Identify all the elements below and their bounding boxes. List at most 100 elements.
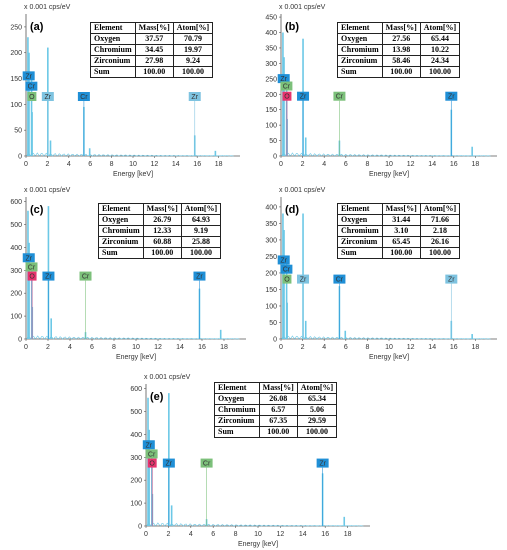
table-header-cell: Atom[%] [172, 22, 214, 34]
x-tick-label: 0 [279, 161, 283, 168]
x-axis-label: Energy [keV] [113, 171, 153, 178]
x-tick-label: 8 [112, 344, 116, 351]
y-tick-label: 0 [138, 524, 142, 531]
x-tick-label: 6 [211, 531, 215, 538]
y-unit-label: x 0.001 cps/eV [24, 4, 71, 11]
table-header-cell: Element [90, 22, 136, 34]
peak-marker-box [25, 81, 38, 91]
eds-spectrum-a: x 0.001 cps/eV (a) 0 50 100 150 200 250 0 2 4 6 8 10 1… [10, 4, 240, 178]
table-cell: 71.66 [419, 214, 461, 226]
eds-panel-b: x 0.001 cps/eV (b) 0 50 100 150 200 250 300 350 40… [255, 0, 507, 180]
peak-marker-box [277, 74, 290, 84]
table-cell: Oxygen [337, 33, 383, 45]
spectrum-baseline [146, 522, 364, 527]
peak-marker-box [445, 274, 458, 284]
table-row: Chromium 12.33 9.19 [98, 225, 222, 237]
table-cell: 19.97 [172, 44, 214, 56]
peak-marker-box [280, 264, 293, 274]
table-cell: Chromium [214, 404, 260, 416]
table-cell: 26.16 [419, 236, 461, 248]
peak-marker-box [333, 91, 346, 101]
y-tick-label: 150 [265, 287, 277, 294]
x-tick-label: 16 [450, 161, 458, 168]
table-cell: Oxygen [98, 214, 144, 226]
peak-marker-label: Zr [280, 76, 287, 83]
x-tick-label: 6 [90, 344, 94, 351]
x-tick-label: 10 [132, 344, 140, 351]
peak-marker-box [277, 255, 290, 265]
peak-marker-label: O [284, 277, 290, 284]
y-unit-label: x 0.001 cps/eV [279, 187, 326, 194]
table-cell: 2.18 [419, 225, 461, 237]
y-tick-label: 200 [10, 291, 22, 298]
y-tick-label: 200 [10, 50, 22, 57]
table-cell: Sum [98, 247, 144, 259]
table-cell: 25.88 [180, 236, 222, 248]
table-cell: 100.00 [296, 426, 338, 438]
table-cell: 9.24 [172, 55, 214, 67]
table-row: Chromium 3.10 2.18 [337, 225, 461, 237]
eds-panel-a: x 0.001 cps/eV (a) 0 50 100 150 200 250 0 2 4 6 8 10 1… [0, 0, 250, 180]
panel-label: (c) [30, 204, 44, 216]
peak-marker-box [22, 253, 35, 263]
x-axis-label: Energy [keV] [116, 354, 156, 361]
y-tick-label: 100 [10, 102, 22, 109]
table-cell: 65.45 [381, 236, 421, 248]
table-cell: Zirconium [214, 415, 260, 427]
peak-marker-label: Cr [283, 267, 291, 274]
x-tick-label: 12 [407, 161, 415, 168]
table-cell: 37.57 [134, 33, 174, 45]
table-cell: 3.10 [381, 225, 421, 237]
table-cell: Oxygen [214, 393, 260, 405]
table-cell: Oxygen [90, 33, 136, 45]
y-tick-label: 350 [265, 221, 277, 228]
table-cell: 34.45 [134, 44, 174, 56]
table-header-cell: Mass[%] [381, 203, 421, 215]
peak-marker-label: Cr [283, 84, 291, 91]
table-header-cell: Mass[%] [142, 203, 182, 215]
y-tick-label: 300 [265, 61, 277, 68]
eds-panel-c: x 0.001 cps/eV (c) 0 100 200 300 400 500 600 0 2 4 6… [0, 183, 255, 363]
peak-marker-label: Cr [336, 94, 344, 101]
y-tick-label: 150 [265, 107, 277, 114]
table-cell: 13.98 [381, 44, 421, 56]
table-cell: Sum [90, 66, 136, 78]
peak-marker-label: Cr [28, 84, 36, 91]
table-cell: Oxygen [337, 214, 383, 226]
peak-marker-box [316, 458, 329, 468]
x-tick-label: 18 [344, 531, 352, 538]
x-tick-label: 0 [144, 531, 148, 538]
peak-marker-box [79, 271, 92, 281]
peak-marker-label: O [284, 94, 290, 101]
table-cell: Sum [337, 66, 383, 78]
y-tick-label: 250 [10, 24, 22, 31]
eds-panel-e: x 0.001 cps/eV (e) 0 100 200 300 400 500 600 0 2 4 6… [118, 370, 380, 550]
spectrum-baseline [281, 335, 491, 340]
panel-label: (d) [285, 204, 299, 216]
table-header-cell: Element [98, 203, 144, 215]
x-tick-label: 16 [450, 344, 458, 351]
x-tick-label: 4 [68, 344, 72, 351]
peak-marker-label: Zr [280, 257, 287, 264]
peak-marker-label: Zr [319, 461, 326, 468]
y-tick-label: 200 [130, 478, 142, 485]
x-tick-label: 4 [322, 344, 326, 351]
peak-marker-label: Cr [148, 451, 156, 458]
peak-marker-label: Zr [191, 94, 198, 101]
peak-marker-box [193, 271, 206, 281]
x-tick-label: 0 [24, 344, 28, 351]
y-tick-label: 0 [18, 154, 22, 161]
table-cell: 6.57 [258, 404, 298, 416]
x-tick-label: 8 [365, 161, 369, 168]
y-tick-label: 200 [265, 92, 277, 99]
table-cell: 26.79 [142, 214, 182, 226]
y-tick-label: 500 [130, 409, 142, 416]
table-cell: 100.00 [180, 247, 222, 259]
x-tick-label: 16 [198, 344, 206, 351]
y-tick-label: 600 [10, 199, 22, 206]
table-cell: 100.00 [134, 66, 174, 78]
y-unit-label: x 0.001 cps/eV [144, 374, 191, 381]
x-tick-label: 18 [220, 344, 228, 351]
y-tick-label: 450 [265, 15, 277, 22]
peak-marker-box [333, 274, 346, 284]
